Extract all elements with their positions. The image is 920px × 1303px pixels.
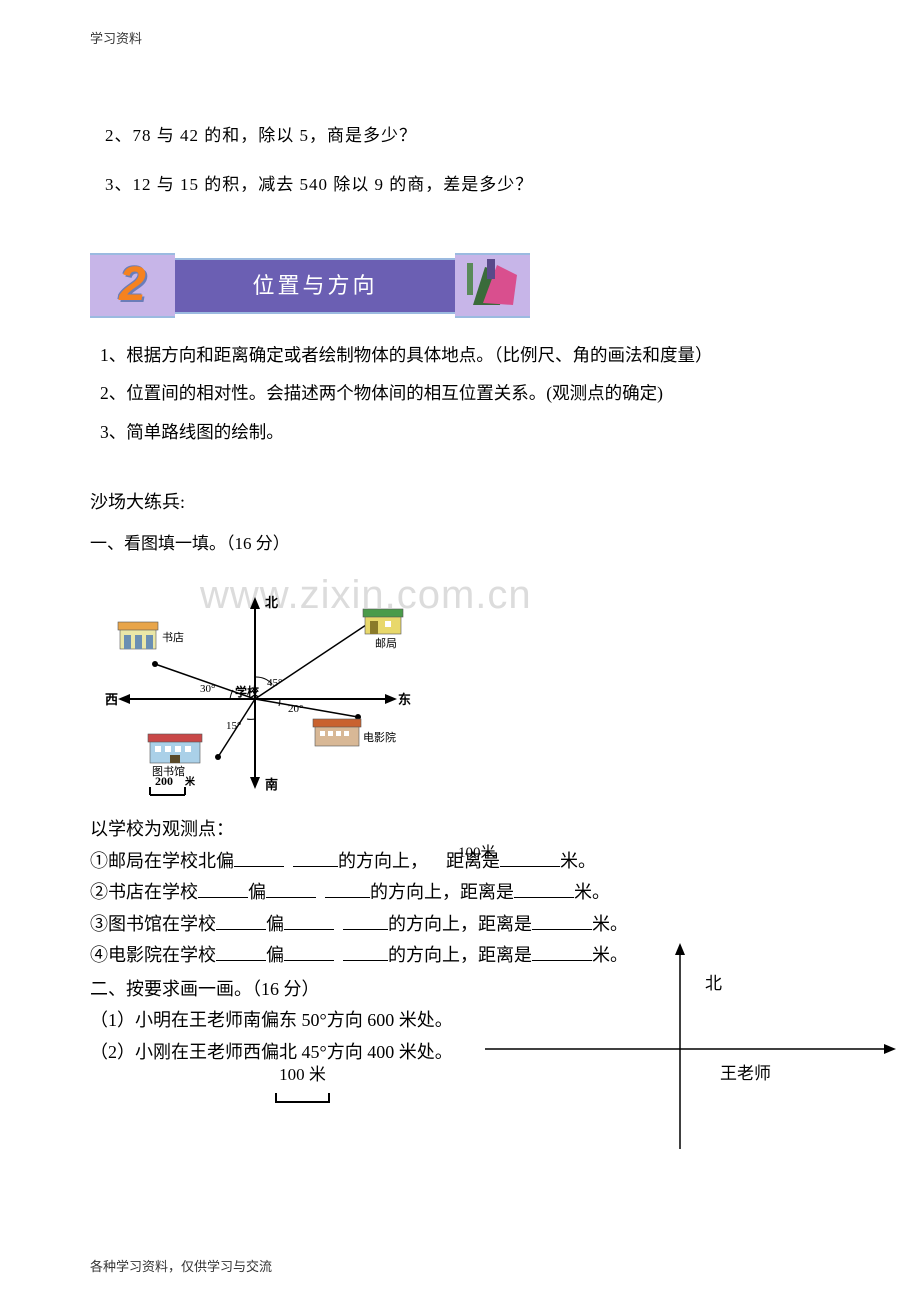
svg-text:北: 北 <box>705 974 722 993</box>
footer-note: 各种学习资料，仅供学习与交流 <box>90 1256 272 1275</box>
svg-text:王老师: 王老师 <box>720 1064 771 1083</box>
fill-2b: 偏 <box>248 882 266 902</box>
fill-3c: 的方向上，距离是 <box>388 914 532 934</box>
svg-text:书店: 书店 <box>162 630 184 644</box>
main-content: 2、78 与 42 的和，除以 5，商是多少？ 3、12 与 15 的积，减去 … <box>90 120 830 1068</box>
fill-3b: 偏 <box>266 914 284 934</box>
fill-line-2: ②书店在学校 偏 的方向上，距离是 米。 <box>90 877 830 909</box>
direction-diagram: 北 南 东 西 学校 30° 45° 20° 15° <box>100 589 430 804</box>
svg-text:45°: 45° <box>267 677 282 689</box>
draw-section: 二、按要求画一画。（16 分） （1）小明在王老师南偏东 50°方向 600 米… <box>90 974 830 1069</box>
blank <box>500 849 560 867</box>
svg-text:西: 西 <box>105 692 118 707</box>
fill-4a: ④电影院在学校 <box>90 945 216 965</box>
fill-2a: ②书店在学校 <box>90 882 198 902</box>
blank <box>514 880 574 898</box>
blank <box>234 849 284 867</box>
chapter-number-box: 2 <box>90 253 175 318</box>
fill-4b: 偏 <box>266 945 284 965</box>
compass-axes: 北 王老师 <box>480 939 900 1159</box>
blank <box>216 912 266 930</box>
fill-3d: 米。 <box>592 914 628 934</box>
point-1: 1、根据方向和距离确定或者绘制物体的具体地点。（比例尺、角的画法和度量） <box>100 336 830 375</box>
fill-2c: 的方向上，距离是 <box>370 882 514 902</box>
scale-bracket-icon <box>275 1093 330 1103</box>
chapter-title: 位置与方向 <box>175 258 455 314</box>
blank <box>284 943 334 961</box>
blank <box>198 880 248 898</box>
blank <box>532 912 592 930</box>
chapter-illustration <box>455 253 530 318</box>
overlay-100m: 100米 <box>458 840 496 866</box>
header-note: 学习资料 <box>90 28 142 47</box>
svg-text:电影院: 电影院 <box>363 730 396 744</box>
fill-1d: 米。 <box>560 851 596 871</box>
blank <box>284 912 334 930</box>
scale-label: 100 米 <box>279 1065 326 1084</box>
svg-text:邮局: 邮局 <box>375 637 397 650</box>
svg-text:北: 北 <box>265 595 278 610</box>
subtitle-1: 一、看图填一填。（16 分） <box>90 528 830 559</box>
knowledge-points: 1、根据方向和距离确定或者绘制物体的具体地点。（比例尺、角的画法和度量） 2、位… <box>90 336 830 452</box>
question-3: 3、12 与 15 的积，减去 540 除以 9 的商，差是多少？ <box>105 169 830 200</box>
blank <box>216 943 266 961</box>
blank <box>343 943 388 961</box>
chapter-banner: 2 位置与方向 <box>90 256 830 316</box>
fill-1a: ①邮局在学校北偏 <box>90 851 234 871</box>
point-2: 2、位置间的相对性。会描述两个物体间的相互位置关系。(观测点的确定) <box>100 374 830 413</box>
svg-text:米: 米 <box>185 775 196 788</box>
blank <box>343 912 388 930</box>
svg-text:南: 南 <box>265 777 278 792</box>
blank <box>266 880 316 898</box>
question-2: 2、78 与 42 的和，除以 5，商是多少？ <box>105 120 830 151</box>
svg-text:15°: 15° <box>226 720 241 732</box>
blank <box>293 849 338 867</box>
svg-text:30°: 30° <box>200 683 215 695</box>
fill-line-3: ③图书馆在学校 偏 的方向上，距离是 米。 <box>90 909 830 941</box>
fill-2d: 米。 <box>574 882 610 902</box>
blank <box>325 880 370 898</box>
fill-1b: 的方向上， <box>338 851 428 871</box>
point-3: 3、简单路线图的绘制。 <box>100 413 830 452</box>
svg-text:东: 东 <box>398 692 411 707</box>
scale-mark: 100 米 <box>275 1059 330 1103</box>
section-title: 沙场大练兵: <box>90 486 830 519</box>
svg-text:200: 200 <box>155 774 173 788</box>
svg-text:20°: 20° <box>288 703 303 715</box>
fill-3a: ③图书馆在学校 <box>90 914 216 934</box>
chapter-number: 2 <box>119 241 146 330</box>
